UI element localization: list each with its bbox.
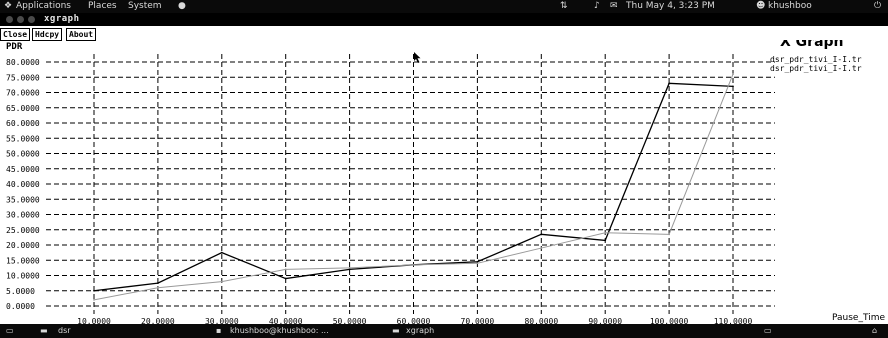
x-tick-label: 100.0000 — [650, 317, 689, 324]
y-tick-label: 75.0000 — [6, 73, 40, 82]
y-tick-label: 40.0000 — [6, 180, 40, 189]
data-point — [220, 280, 223, 283]
data-point — [540, 233, 543, 236]
volume-icon[interactable]: ♪ — [594, 1, 600, 11]
hdcpy-button[interactable]: Hdcpy — [32, 28, 63, 41]
y-tick-label: 70.0000 — [6, 89, 40, 98]
terminal-icon: ▪ — [216, 326, 222, 335]
minimize-window-icon[interactable] — [17, 16, 24, 23]
axis-labels: 0.0000 5.0000 10.0000 15.0000 20.0000 25.0000… — [6, 40, 885, 324]
data-point — [412, 263, 415, 266]
x-tick-label: 110.0000 — [714, 317, 753, 324]
y-tick-label: 65.0000 — [6, 104, 40, 113]
graph-title: X Graph — [780, 40, 844, 50]
y-tick-label: 50.0000 — [6, 150, 40, 159]
x-tick-label: 10.0000 — [77, 317, 111, 324]
data-point — [93, 299, 95, 301]
trash-icon[interactable]: ⌂ — [872, 326, 878, 335]
menu-places[interactable]: Places — [88, 1, 117, 11]
y-tick-label: 30.0000 — [6, 211, 40, 220]
grid — [46, 54, 775, 314]
task-xgraph[interactable]: xgraph — [406, 326, 435, 335]
data-point — [284, 277, 287, 280]
x-tick-label: 80.0000 — [524, 317, 558, 324]
x-tick-label: 30.0000 — [205, 317, 239, 324]
data-point — [93, 289, 95, 292]
bottom-panel: ▭ ▬ dsr ▪ khushboo@khushboo: ... ▬ xgrap… — [0, 324, 888, 338]
y-tick-label: 60.0000 — [6, 119, 40, 128]
workspace-switcher[interactable]: ▭ — [764, 326, 772, 335]
mail-icon[interactable]: ✉ — [610, 1, 618, 11]
data-point — [604, 239, 607, 242]
applications-icon[interactable]: ❖ — [4, 1, 13, 11]
help-icon[interactable]: ● — [178, 1, 186, 11]
y-tick-label: 20.0000 — [6, 241, 40, 250]
panel-datetime[interactable]: Thu May 4, 3:23 PM — [626, 1, 715, 11]
data-point — [348, 268, 351, 271]
window-title: xgraph — [44, 14, 80, 24]
user-icon: ☻ — [756, 1, 766, 11]
maximize-window-icon[interactable] — [28, 16, 35, 23]
close-button[interactable]: Close — [0, 28, 31, 41]
show-desktop-icon[interactable]: ▭ — [6, 326, 14, 335]
series-lines — [93, 73, 734, 301]
x-tick-label: 20.0000 — [141, 317, 175, 324]
x-tick-label: 50.0000 — [333, 317, 367, 324]
menu-applications[interactable]: Applications — [16, 1, 71, 11]
plot-area: 0.0000 5.0000 10.0000 15.0000 20.0000 25.0000… — [6, 40, 885, 324]
data-point — [668, 233, 670, 236]
about-button[interactable]: About — [66, 28, 97, 41]
menu-system[interactable]: System — [128, 1, 162, 11]
xgraph-icon: ▬ — [392, 326, 400, 335]
data-point — [732, 73, 734, 76]
data-point — [732, 85, 734, 88]
top-panel: ❖ Applications Places System ● ⇅ ♪ ✉ Thu… — [0, 0, 888, 13]
y-tick-label: 45.0000 — [6, 165, 40, 174]
close-window-icon[interactable] — [6, 16, 13, 23]
x-tick-label: 40.0000 — [269, 317, 303, 324]
task-dsr[interactable]: dsr — [58, 326, 71, 335]
y-tick-label: 15.0000 — [6, 256, 40, 265]
task-terminal[interactable]: khushboo@khushboo: ... — [230, 326, 329, 335]
y-tick-label: 25.0000 — [6, 226, 40, 235]
x-tick-label: 60.0000 — [397, 317, 431, 324]
network-icon[interactable]: ⇅ — [560, 1, 568, 11]
folder-icon: ▬ — [40, 326, 48, 335]
data-point — [668, 82, 670, 85]
y-tick-label: 5.0000 — [6, 287, 35, 296]
data-point — [284, 268, 287, 271]
window-titlebar[interactable]: xgraph — [0, 13, 888, 26]
data-point — [604, 231, 607, 234]
y-tick-label: 80.0000 — [6, 58, 40, 67]
y-tick-label: 10.0000 — [6, 272, 40, 281]
y-tick-label: 0.0000 — [6, 302, 35, 311]
y-tick-label: 55.0000 — [6, 134, 40, 143]
y-tick-label: 35.0000 — [6, 195, 40, 204]
legend-entry-1: dsr_pdr_tivi_I-I.tr — [770, 55, 862, 64]
x-axis-label: Pause_Time — [832, 313, 885, 323]
data-point — [540, 247, 543, 249]
legend-entry-2: dsr_pdr_tivi_I-I.tr — [770, 64, 862, 73]
x-tick-label: 90.0000 — [588, 317, 622, 324]
data-point — [476, 260, 479, 263]
power-icon[interactable]: ⏻ — [874, 1, 882, 11]
mouse-cursor-icon — [414, 52, 421, 63]
data-point — [157, 286, 159, 289]
data-point — [220, 251, 223, 254]
data-point — [348, 266, 351, 269]
panel-user[interactable]: khushboo — [768, 1, 812, 11]
data-point — [157, 282, 159, 285]
y-axis-label: PDR — [6, 42, 23, 52]
x-tick-label: 70.0000 — [461, 317, 495, 324]
data-point — [476, 262, 479, 265]
